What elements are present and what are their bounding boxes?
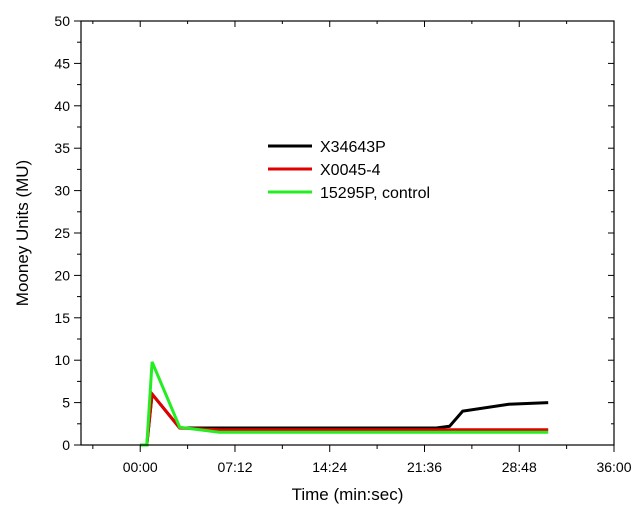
series-line-1 <box>140 390 549 447</box>
y-tick-label: 0 <box>62 437 70 453</box>
legend-label: 15295P, control <box>320 185 430 202</box>
x-tick-label: 28:48 <box>502 459 537 475</box>
x-tick-label: 07:12 <box>217 459 252 475</box>
x-tick-label: 21:36 <box>407 459 442 475</box>
legend-label: X0045-4 <box>320 162 381 179</box>
y-tick-label: 10 <box>54 352 70 368</box>
y-tick-label: 35 <box>54 140 70 156</box>
y-axis-title: Mooney Units (MU) <box>13 160 32 306</box>
y-tick-label: 30 <box>54 183 70 199</box>
y-tick-label: 40 <box>54 98 70 114</box>
y-tick-label: 15 <box>54 310 70 326</box>
x-axis-title: Time (min:sec) <box>292 485 404 504</box>
series-group <box>140 361 549 447</box>
x-tick-label: 36:00 <box>596 459 631 475</box>
x-tick-label: 00:00 <box>123 459 158 475</box>
series-line-2 <box>140 390 549 447</box>
y-tick-label: 45 <box>54 55 70 71</box>
series-line-3 <box>140 361 549 447</box>
y-tick-label: 20 <box>54 267 70 283</box>
y-tick-label: 25 <box>54 225 70 241</box>
legend: X34643P X0045-4 15295P, control <box>268 139 430 202</box>
x-tick-label: 14:24 <box>312 459 347 475</box>
legend-label: X34643P <box>320 139 386 156</box>
y-tick-label: 5 <box>62 395 70 411</box>
y-tick-label: 50 <box>54 13 70 29</box>
axes-group: 0 5 10 15 20 25 30 35 40 45 50 00:00 07:12 14:24 21:36… <box>54 13 631 475</box>
